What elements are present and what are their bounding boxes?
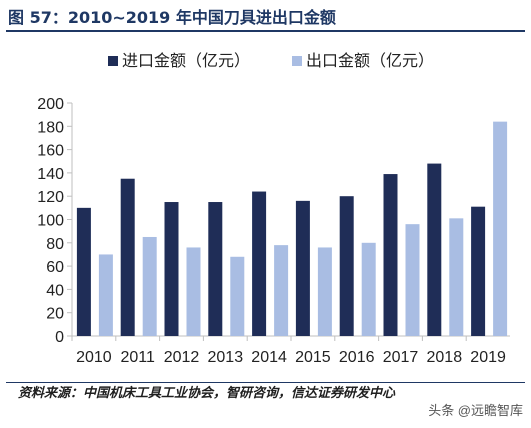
bar-chart: 0 20 40 60 80 100 120 140 160 180 200 2010 2011 2012 2…	[37, 51, 510, 366]
import-bar-2011	[120, 178, 135, 336]
export-bar-2019	[493, 121, 508, 336]
y-tick-label: 180	[37, 119, 64, 136]
y-tick-label: 160	[37, 143, 64, 160]
export-bar-2012	[186, 247, 201, 336]
legend-swatch-0	[108, 56, 118, 66]
export-bar-2010	[98, 254, 113, 336]
x-tick-label: 2011	[120, 349, 155, 366]
x-tick-label: 2010	[76, 349, 112, 366]
x-tick-label: 2015	[295, 349, 331, 366]
export-bar-2018	[449, 218, 464, 336]
x-tick-label: 2018	[427, 349, 463, 366]
legend-label-1: 出口金额（亿元）	[306, 51, 434, 70]
import-bar-2018	[427, 163, 442, 336]
source-note: 资料来源：中国机床工具工业协会，智研咨询，信达证券研发中心	[18, 386, 396, 401]
export-bar-2015	[317, 247, 332, 336]
import-bar-2016	[339, 196, 354, 336]
source-divider	[6, 382, 525, 383]
x-tick-label: 2014	[251, 349, 287, 366]
y-tick-label: 40	[46, 282, 64, 299]
legend-label-0: 进口金额（亿元）	[122, 51, 250, 70]
watermark: 头条 @远瞻智库	[426, 400, 525, 419]
title-divider	[6, 30, 525, 32]
y-tick-label: 140	[37, 166, 64, 183]
import-bar-2017	[383, 174, 398, 336]
y-tick-label: 100	[37, 213, 64, 230]
y-tick-label: 200	[37, 96, 64, 113]
y-tick-label: 60	[46, 259, 64, 276]
legend-swatch-1	[292, 56, 302, 66]
x-tick-label: 2019	[470, 349, 506, 366]
chart-title: 图 57：2010~2019 年中国刀具进出口金额	[8, 8, 336, 27]
x-tick-label: 2016	[339, 349, 375, 366]
import-bar-2012	[164, 202, 179, 336]
export-bar-2014	[274, 245, 289, 336]
export-bar-2011	[142, 236, 157, 336]
x-tick-label: 2017	[383, 349, 419, 366]
y-tick-label: 80	[46, 236, 64, 253]
import-bar-2015	[295, 200, 310, 336]
import-bar-2014	[252, 191, 267, 336]
y-tick-label: 0	[55, 329, 64, 346]
import-bar-2013	[208, 202, 223, 336]
export-bar-2017	[405, 224, 420, 336]
x-tick-label: 2012	[164, 349, 200, 366]
export-bar-2013	[230, 256, 245, 336]
y-tick-label: 120	[37, 189, 64, 206]
export-bar-2016	[361, 242, 376, 336]
import-bar-2019	[471, 206, 486, 336]
y-tick-label: 20	[46, 306, 64, 323]
import-bar-2010	[76, 207, 91, 336]
x-tick-label: 2013	[208, 349, 244, 366]
